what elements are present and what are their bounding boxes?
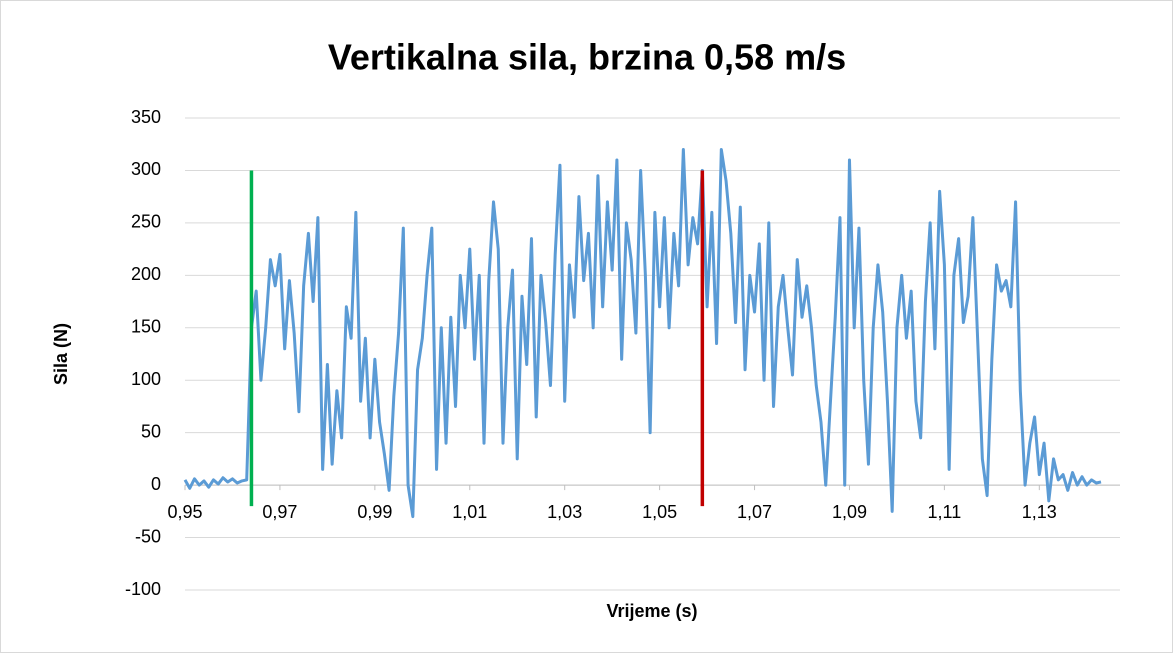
y-tick-label: 50: [141, 421, 161, 441]
x-axis-label: Vrijeme (s): [606, 601, 697, 621]
y-tick-label: 0: [151, 474, 161, 494]
x-tick-label: 1,09: [832, 502, 867, 522]
x-tick-label: 0,99: [357, 502, 392, 522]
x-tick-label: 1,07: [737, 502, 772, 522]
x-tick-label: 1,13: [1022, 502, 1057, 522]
y-tick-label: 100: [131, 369, 161, 389]
y-tick-label: -100: [125, 579, 161, 599]
x-tick-label: 1,01: [452, 502, 487, 522]
series-line: [183, 147, 1102, 519]
y-tick-label: 250: [131, 212, 161, 232]
x-tick-label: 0,95: [167, 502, 202, 522]
x-tick-label: 1,05: [642, 502, 677, 522]
x-tick-label: 0,97: [262, 502, 297, 522]
y-axis-label: Sila (N): [51, 323, 71, 385]
x-tick-label: 1,11: [928, 502, 962, 522]
y-tick-label: -50: [135, 526, 161, 546]
y-tick-label: 200: [131, 264, 161, 284]
y-tick-label: 350: [131, 107, 161, 127]
x-tick-label: 1,03: [547, 502, 582, 522]
y-tick-label: 300: [131, 159, 161, 179]
y-tick-label: 150: [131, 317, 161, 337]
chart-title: Vertikalna sila, brzina 0,58 m/s: [328, 37, 846, 78]
